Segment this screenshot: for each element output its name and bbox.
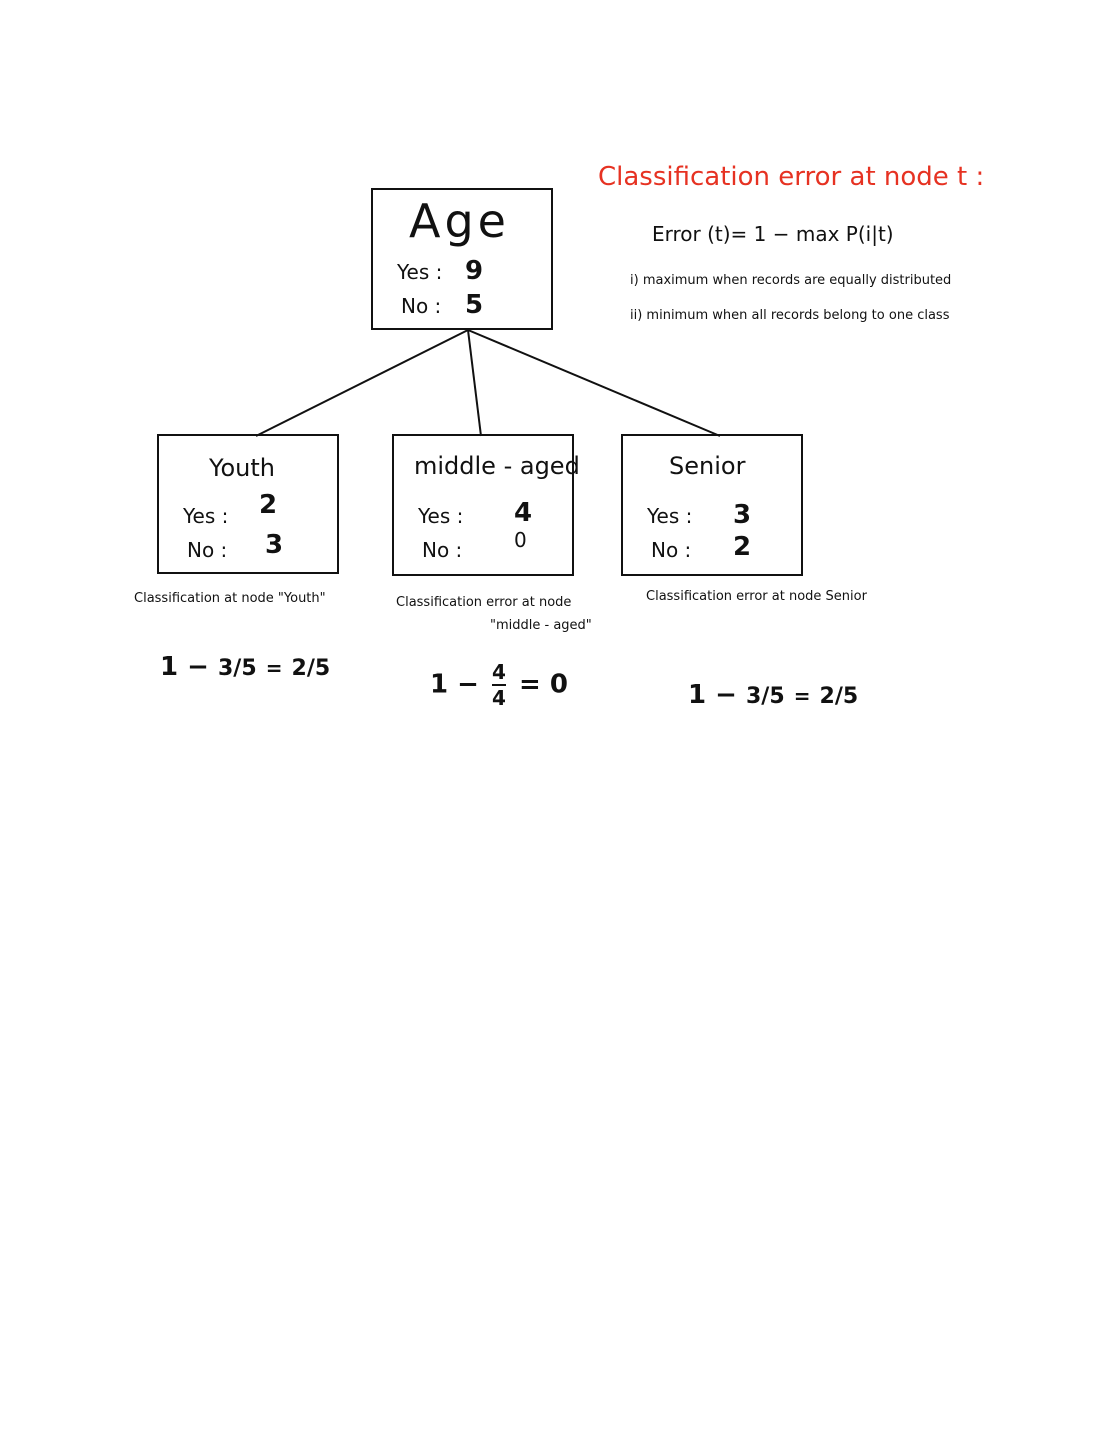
note-maximum: i) maximum when records are equally dist… xyxy=(630,273,952,288)
yes-count: 3 xyxy=(733,500,752,530)
calc-result: 0 xyxy=(549,669,568,700)
calc-fraction: 4 4 xyxy=(492,662,506,708)
node-title: Youth xyxy=(209,454,275,482)
yes-count: 9 xyxy=(465,256,484,286)
calc-equals: = xyxy=(265,656,283,680)
yes-label: Yes : xyxy=(183,504,229,528)
node-title: middle - aged xyxy=(414,452,580,480)
no-label: No : xyxy=(401,294,442,318)
no-label: No : xyxy=(187,538,228,562)
calc-prefix: 1 − xyxy=(688,680,737,710)
calc-fraction: 3/5 xyxy=(218,656,257,681)
calc-prefix: 1 − xyxy=(430,669,479,700)
calc-equals: = xyxy=(793,684,811,708)
caption-middle-aged: Classification error at node xyxy=(396,595,572,610)
error-formula: Error (t)= 1 − max P(i|t) xyxy=(652,222,894,246)
calc-youth: 1 − 3/5 = 2/5 xyxy=(160,652,330,682)
node-senior: Senior Yes : 3 No : 2 xyxy=(621,434,803,576)
calc-numerator: 4 xyxy=(492,660,506,684)
calc-result: 2/5 xyxy=(291,656,331,681)
node-title: Senior xyxy=(669,452,746,480)
calc-equals: = xyxy=(518,669,541,700)
no-label: No : xyxy=(651,538,692,562)
no-count: 0 xyxy=(514,528,527,552)
edge-root-middle-aged xyxy=(467,329,482,437)
edge-root-youth xyxy=(255,329,469,437)
no-label: No : xyxy=(422,538,463,562)
caption-middle-aged-line2: "middle - aged" xyxy=(490,618,592,633)
yes-label: Yes : xyxy=(647,504,693,528)
node-youth: Youth Yes : 2 No : 3 xyxy=(157,434,339,574)
node-middle-aged: middle - aged Yes : 4 No : 0 xyxy=(392,434,580,576)
calc-fraction: 3/5 xyxy=(746,684,785,709)
explanation-heading: Classification error at node t : xyxy=(598,162,985,192)
note-minimum: ii) minimum when all records belong to o… xyxy=(630,308,950,323)
yes-count: 4 xyxy=(514,498,533,528)
node-title: Age xyxy=(409,194,510,248)
edge-root-senior xyxy=(467,329,721,437)
calc-senior: 1 − 3/5 = 2/5 xyxy=(688,680,858,710)
caption-senior: Classification error at node Senior xyxy=(646,589,867,604)
yes-label: Yes : xyxy=(397,260,443,284)
no-count: 3 xyxy=(265,530,284,560)
calc-middle-aged: 1 − 4 4 = 0 xyxy=(430,662,568,708)
yes-label: Yes : xyxy=(418,504,464,528)
node-age: Age Yes : 9 No : 5 xyxy=(371,188,553,330)
calc-prefix: 1 − xyxy=(160,652,209,682)
calc-denominator: 4 xyxy=(492,686,506,710)
calc-result: 2/5 xyxy=(819,684,859,709)
yes-count: 2 xyxy=(259,490,278,520)
caption-youth: Classification at node "Youth" xyxy=(134,591,326,606)
no-count: 5 xyxy=(465,290,484,320)
no-count: 2 xyxy=(733,532,752,562)
